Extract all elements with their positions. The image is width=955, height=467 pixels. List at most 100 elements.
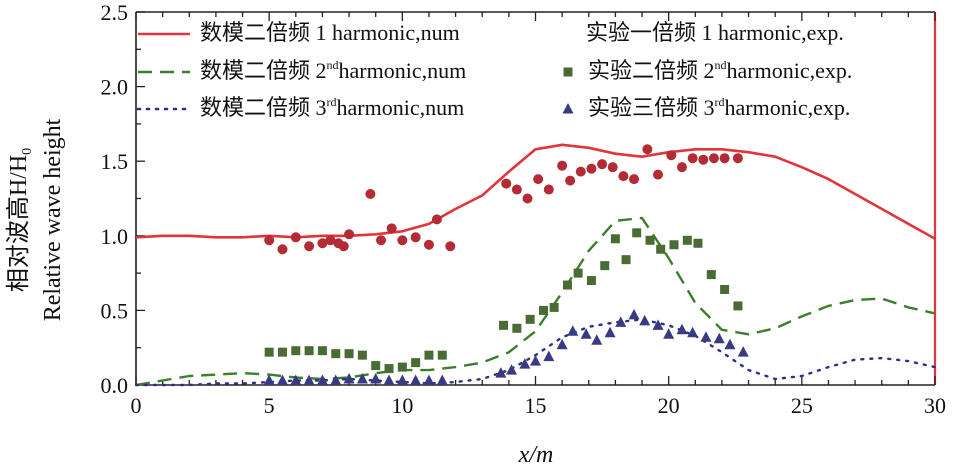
legend-marker-triangle	[562, 103, 574, 114]
x-tick-label: 5	[264, 393, 275, 418]
data-point-triangle	[276, 374, 288, 386]
data-point-triangle	[290, 374, 302, 386]
legend-label: 实验三倍频 3rdharmonic,exp.	[588, 95, 850, 120]
data-point-square	[357, 350, 367, 360]
data-point-square	[424, 350, 434, 360]
data-point-circle	[597, 159, 608, 170]
y-tick-label: 0.0	[101, 373, 129, 398]
series-line	[134, 318, 937, 387]
data-point-circle	[445, 241, 456, 252]
data-point-circle	[431, 214, 442, 225]
data-point-square	[317, 346, 327, 356]
data-point-triangle	[530, 355, 541, 366]
x-tick-label: 20	[658, 393, 680, 418]
data-point-square	[549, 302, 559, 312]
x-tick-label: 0	[131, 393, 142, 418]
data-point-circle	[666, 150, 677, 161]
x-tick-label: 30	[924, 393, 946, 418]
data-point-triangle	[263, 374, 275, 386]
y-tick-label: 0.5	[101, 298, 129, 323]
data-point-triangle	[724, 338, 736, 350]
data-point-circle	[386, 223, 397, 234]
legend-label: 实验二倍频 2ndharmonic,exp.	[588, 58, 852, 83]
data-point-triangle	[639, 314, 651, 326]
data-point-circle	[511, 184, 522, 195]
data-point-triangle	[330, 374, 342, 386]
data-point-triangle	[676, 323, 688, 335]
data-point-square	[371, 361, 381, 371]
data-point-circle	[325, 235, 336, 246]
data-point-triangle	[713, 332, 725, 344]
data-point-square	[562, 280, 572, 290]
data-point-square	[264, 347, 274, 357]
series-5	[134, 318, 937, 387]
y-tick-label: 1.0	[101, 224, 129, 249]
y-tick-label: 2.0	[101, 75, 129, 100]
series-layer	[134, 143, 937, 387]
data-point-square	[656, 244, 666, 254]
data-point-circle	[653, 169, 664, 180]
data-point-square	[304, 346, 314, 356]
data-point-circle	[607, 162, 618, 173]
data-point-square	[733, 301, 743, 311]
data-point-square	[706, 270, 716, 280]
y-tick-label: 2.5	[101, 0, 129, 25]
data-point-triangle	[316, 374, 328, 386]
data-point-circle	[719, 153, 730, 164]
series-line	[135, 143, 936, 240]
data-point-square	[669, 240, 679, 250]
legend-marker-square	[563, 67, 573, 77]
data-point-circle	[365, 189, 376, 200]
data-point-triangle	[604, 326, 616, 338]
legend-label: 数模二倍频 1 harmonic,num	[200, 20, 460, 45]
data-point-square	[384, 364, 394, 374]
data-point-square	[397, 362, 407, 372]
legend: 数模二倍频 1 harmonic,num 实验一倍频 1 harmonic,exp…	[136, 20, 852, 120]
series-2	[264, 144, 743, 255]
data-point-circle	[687, 153, 698, 164]
legend-label: 实验一倍频 1 harmonic,exp.	[586, 20, 844, 45]
data-point-circle	[533, 174, 544, 185]
y-tick-label: 1.5	[101, 149, 129, 174]
data-point-triangle	[436, 374, 448, 386]
data-point-square	[499, 320, 509, 330]
data-point-circle	[698, 154, 709, 165]
y-axis-title-en-group: Relative wave height	[40, 118, 66, 321]
data-point-triangle	[356, 373, 368, 384]
data-point-circle	[522, 193, 533, 204]
data-point-square	[538, 305, 548, 315]
y-axis-title-cn-group: 相对波高H/H0	[5, 148, 35, 292]
x-tick-label: 15	[525, 393, 547, 418]
data-point-circle	[543, 184, 554, 195]
data-point-circle	[557, 160, 568, 171]
data-point-triangle	[567, 325, 579, 336]
data-point-square	[645, 235, 655, 245]
data-point-circle	[732, 153, 743, 164]
data-point-circle	[277, 244, 288, 255]
y-axis-title-cn: 相对波高H/H0	[5, 148, 35, 292]
data-point-triangle	[370, 373, 382, 384]
data-point-triangle	[652, 319, 664, 330]
data-point-square	[525, 314, 535, 324]
data-point-circle	[642, 144, 653, 155]
data-point-square	[693, 238, 703, 248]
data-point-circle	[565, 175, 576, 186]
x-tick-label: 10	[391, 393, 413, 418]
data-point-circle	[410, 232, 421, 243]
data-point-circle	[338, 241, 349, 252]
data-point-square	[331, 349, 341, 359]
data-point-triangle	[737, 346, 749, 357]
data-point-triangle	[410, 374, 422, 386]
data-point-square	[586, 276, 596, 286]
y-axis-title-en: Relative wave height	[40, 118, 66, 321]
data-point-square	[411, 358, 421, 368]
data-point-triangle	[556, 338, 568, 350]
data-point-circle	[629, 174, 640, 185]
data-point-square	[682, 235, 692, 245]
data-point-triangle	[615, 316, 627, 327]
data-point-circle	[618, 171, 629, 182]
data-point-triangle	[519, 358, 531, 369]
legend-label: 数模二倍频 3rdharmonic,num	[200, 95, 464, 120]
data-point-square	[573, 268, 583, 278]
